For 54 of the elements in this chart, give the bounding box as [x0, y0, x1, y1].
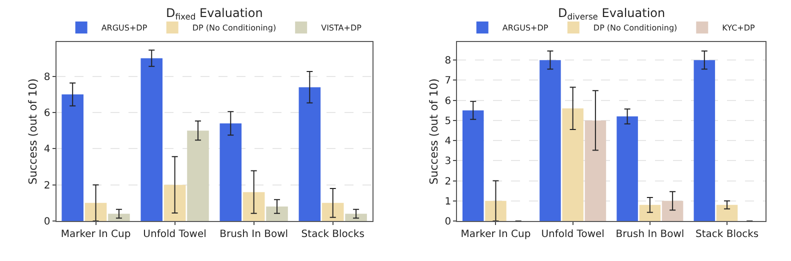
x-tick-label: Brush In Bowl [616, 229, 684, 240]
bar [322, 202, 344, 221]
legend-label: DP (No Conditioning) [593, 24, 678, 33]
chart-title: D$_{fixed}$ Evaluation [166, 6, 263, 22]
y-tick-label: 1 [444, 196, 452, 208]
x-tick-label: Marker In Cup [460, 229, 531, 240]
y-axis-title: Success (out of 10) [26, 78, 40, 184]
bar [462, 110, 484, 221]
legend-label: ARGUS+DP [502, 24, 548, 33]
y-tick-label: 0 [44, 216, 50, 228]
x-tick-label: Stack Blocks [301, 229, 364, 240]
bar [298, 87, 321, 221]
bar [140, 58, 163, 221]
y-tick-label: 8 [444, 56, 452, 67]
legend-label: ARGUS+DP [101, 24, 148, 33]
bar [540, 60, 561, 221]
bar [187, 130, 209, 221]
chart-title: D$_{diverse}$ Evaluation [558, 6, 666, 22]
bar [84, 202, 107, 221]
bar [584, 120, 606, 221]
y-tick-label: 6 [444, 96, 452, 107]
y-tick-label: 4 [44, 144, 50, 156]
legend-label: DP (No Conditioning) [192, 24, 276, 33]
y-tick-label: 5 [444, 116, 452, 127]
bar [562, 108, 584, 221]
bar [345, 214, 367, 221]
x-tick-label: Brush In Bowl [220, 229, 288, 240]
bar [242, 192, 265, 221]
x-tick-label: Marker In Cup [60, 229, 131, 240]
bar [62, 94, 84, 221]
y-tick-label: 7 [444, 76, 452, 87]
bar [639, 204, 661, 221]
y-tick-label: 2 [44, 180, 50, 192]
bar [694, 60, 716, 221]
legend-label: KYC+DP [722, 24, 756, 33]
legend-label: VISTA+DP [321, 24, 362, 33]
y-tick-label: 8 [44, 72, 50, 83]
y-tick-label: 0 [444, 216, 452, 228]
x-tick-label: Unfold Towel [541, 229, 604, 240]
bar [108, 214, 130, 221]
bar [485, 200, 506, 221]
bar [220, 123, 242, 221]
bar [266, 206, 288, 221]
bar [164, 184, 186, 221]
y-tick-label: 2 [444, 176, 452, 188]
y-tick-label: 3 [444, 156, 452, 168]
y-tick-label: 4 [444, 136, 452, 148]
x-tick-label: Unfold Towel [143, 229, 206, 240]
x-tick-label: Stack Blocks [695, 229, 759, 240]
y-tick-label: 6 [44, 108, 50, 120]
bar [616, 116, 638, 221]
bar [662, 200, 684, 221]
bar [716, 204, 738, 221]
y-axis-title: Success (out of 10) [427, 78, 440, 184]
